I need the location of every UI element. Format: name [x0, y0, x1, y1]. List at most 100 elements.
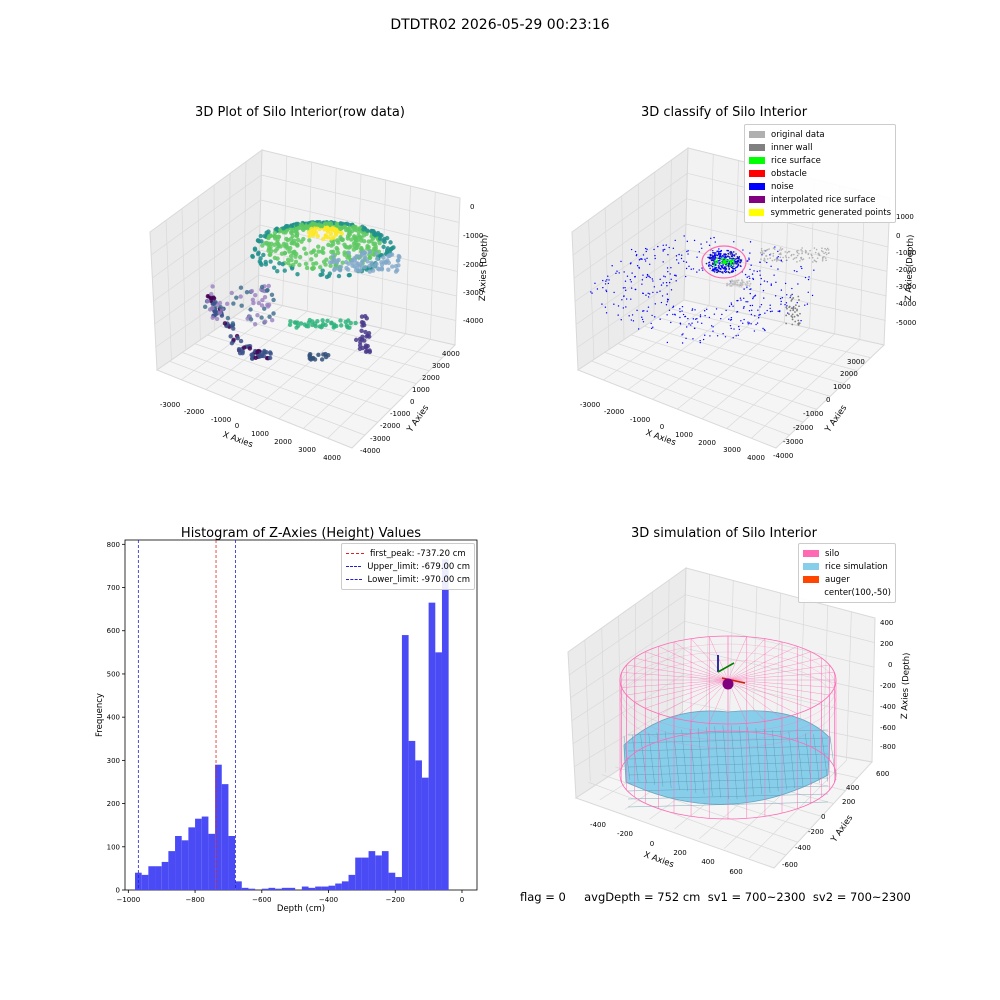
- noise-point: [699, 314, 702, 316]
- noise-point: [630, 319, 633, 321]
- raw-y-tick: 2000: [422, 374, 440, 382]
- original-data-point: [763, 249, 766, 252]
- raw-data-point: [389, 252, 395, 257]
- noise-point: [662, 261, 664, 263]
- rice-surface-point: [732, 261, 735, 264]
- noise-point: [734, 269, 737, 272]
- noise-point: [749, 277, 751, 280]
- legend-label: interpolated rice surface: [771, 194, 876, 205]
- raw-data-point: [238, 285, 244, 290]
- raw-data-point: [319, 357, 325, 362]
- noise-point: [732, 269, 734, 271]
- rice-cluster-point: [711, 254, 713, 256]
- raw-y-tick: -1000: [390, 410, 410, 418]
- noise-point: [749, 241, 752, 243]
- raw-data-point: [251, 300, 256, 306]
- rice-mesh-line: [780, 730, 787, 790]
- raw-data-point: [295, 237, 301, 243]
- symmetric-point: [729, 279, 732, 282]
- grid-line: [576, 249, 686, 325]
- noise-point: [668, 281, 671, 284]
- histogram-bars: [135, 559, 449, 890]
- simulation-3d-chart: 3D simulation of Silo Interior -400 -200…: [567, 526, 912, 876]
- raw-data-point: [336, 273, 342, 279]
- noise-point: [786, 294, 788, 296]
- original-data-point: [825, 249, 828, 251]
- histogram-bar: [421, 777, 429, 890]
- original-data-point: [761, 253, 764, 255]
- raw-data-point: [259, 284, 265, 290]
- raw-data-point: [275, 256, 280, 261]
- simulation-z-tick: 0: [888, 661, 892, 669]
- silo-roof-line: [727, 679, 798, 714]
- silo-roof-line: [673, 641, 729, 681]
- noise-point: [601, 303, 603, 305]
- classify-z-tick: -3000: [896, 283, 916, 291]
- noise-point: [708, 244, 711, 247]
- rice-cluster-point: [717, 267, 720, 269]
- rice-cluster-point: [712, 262, 714, 264]
- noise-point: [645, 250, 647, 253]
- simulation-x-tick: -200: [617, 830, 633, 838]
- legend-line: [346, 553, 364, 554]
- noise-point: [696, 317, 698, 320]
- silo-roof-line: [658, 646, 729, 681]
- raw-data-point: [299, 239, 304, 244]
- noise-point: [730, 303, 733, 306]
- noise-point: [645, 294, 647, 296]
- silo-roof-line: [621, 672, 729, 681]
- raw-data-point: [255, 349, 260, 354]
- noise-point: [641, 258, 643, 260]
- histogram-y-tick-label: 400: [107, 714, 120, 722]
- raw-data-point: [320, 246, 326, 251]
- symmetric-point: [744, 283, 747, 286]
- rice-cluster-point: [715, 269, 717, 272]
- noise-point: [602, 286, 604, 289]
- legend-item-rice-simulation: rice simulation: [803, 560, 891, 573]
- noise-point: [755, 323, 757, 326]
- noise-point: [740, 320, 742, 322]
- rice-cluster-point: [723, 267, 725, 270]
- noise-point: [691, 322, 693, 324]
- raw-data-point: [275, 268, 280, 274]
- noise-point: [740, 299, 742, 301]
- raw-data-point: [346, 230, 352, 236]
- noise-point: [759, 274, 761, 276]
- noise-point: [791, 287, 793, 290]
- rice-cluster-point: [724, 267, 726, 270]
- legend-label: first_peak: -737.20 cm: [370, 548, 466, 559]
- noise-point: [748, 310, 751, 312]
- histogram-reference-lines: [137, 540, 236, 890]
- raw-data-point: [285, 257, 291, 263]
- noise-point: [701, 267, 703, 269]
- raw-data-point: [259, 303, 265, 308]
- noise-point: [759, 313, 761, 316]
- rice-cluster-point: [718, 255, 721, 258]
- original-data-point: [778, 249, 781, 251]
- raw-data-point: [331, 249, 336, 255]
- noise-point: [696, 271, 698, 273]
- noise-point: [685, 261, 688, 263]
- noise-point: [763, 280, 766, 282]
- rice-mesh-line: [730, 725, 738, 800]
- original-data-point: [790, 254, 793, 257]
- noise-point: [694, 309, 696, 311]
- rice-surface-point: [725, 259, 727, 261]
- raw-data-point: [369, 260, 374, 265]
- legend-label: Upper_limit: -679.00 cm: [367, 561, 470, 572]
- noise-point: [781, 297, 783, 299]
- histogram-bar: [288, 887, 296, 890]
- raw-data-point: [268, 252, 273, 257]
- noise-point: [708, 316, 711, 319]
- noise-point: [644, 260, 647, 262]
- histogram-x-tick-label: −600: [252, 896, 271, 904]
- raw-data-point: [259, 315, 264, 320]
- raw-data-point: [373, 232, 378, 238]
- legend-swatch: [803, 576, 819, 583]
- grid-line: [577, 274, 685, 348]
- raw-data-point: [369, 229, 374, 234]
- original-data-point: [815, 248, 818, 251]
- original-data-point: [800, 248, 802, 251]
- noise-point: [670, 289, 673, 291]
- rice-mesh-line: [747, 727, 754, 797]
